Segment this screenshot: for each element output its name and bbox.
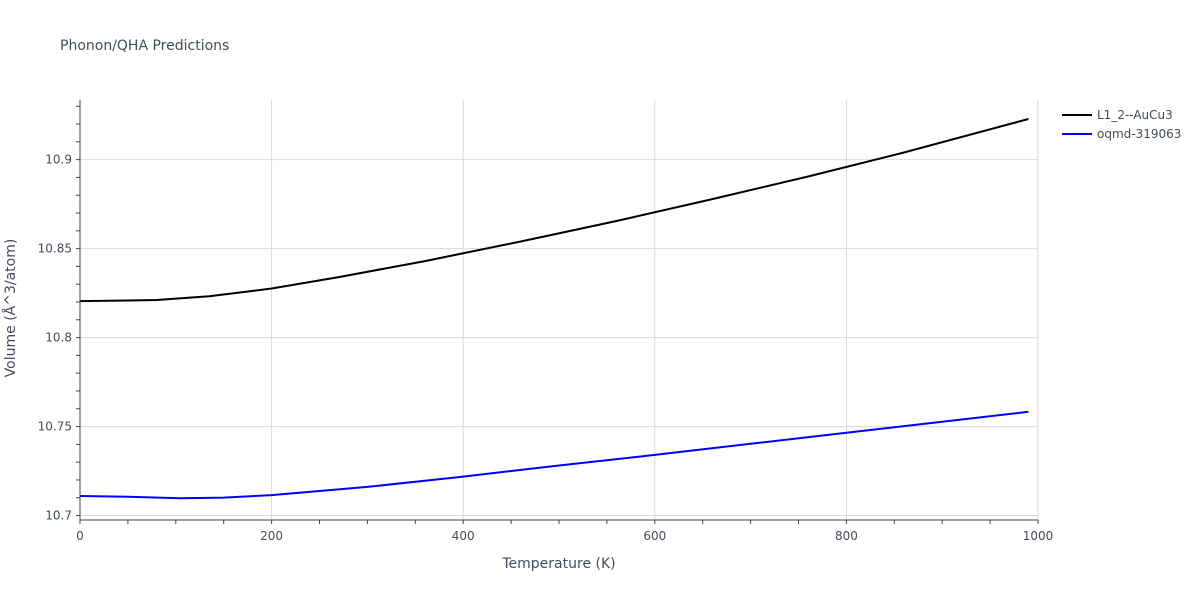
x-tick-label: 0 [76, 529, 84, 543]
y-tick-label: 10.8 [45, 331, 72, 345]
chart-title: Phonon/QHA Predictions [60, 38, 229, 54]
legend-item[interactable]: oqmd-319063 [1062, 127, 1181, 141]
series-line [79, 410, 1029, 500]
x-tick-label: 600 [643, 529, 666, 543]
tick-labels: 0 200 400 600 800 1000 10.7 10.75 10.8 10.85 10.9 [38, 153, 1054, 543]
y-tick-label: 10.7 [45, 509, 72, 523]
legend-label: oqmd-319063 [1097, 127, 1181, 141]
grid-lines [80, 100, 1039, 520]
x-axis-title: Temperature (K) [501, 556, 615, 572]
x-tick-label: 1000 [1023, 529, 1054, 543]
legend-item[interactable]: L1_2--AuCu3 [1062, 108, 1173, 122]
x-tick-label: 400 [452, 529, 475, 543]
legend[interactable]: L1_2--AuCu3 oqmd-319063 [1062, 108, 1181, 141]
x-tick-label: 800 [835, 529, 858, 543]
series-line [79, 118, 1029, 303]
y-tick-label: 10.75 [38, 420, 72, 434]
y-tick-label: 10.85 [38, 242, 72, 256]
y-axis-title: Volume (Å^3/atom) [2, 239, 19, 378]
y-tick-label: 10.9 [45, 153, 72, 167]
axes [76, 100, 1039, 524]
legend-label: L1_2--AuCu3 [1097, 108, 1173, 122]
series-lines [79, 118, 1029, 500]
x-tick-label: 200 [260, 529, 283, 543]
